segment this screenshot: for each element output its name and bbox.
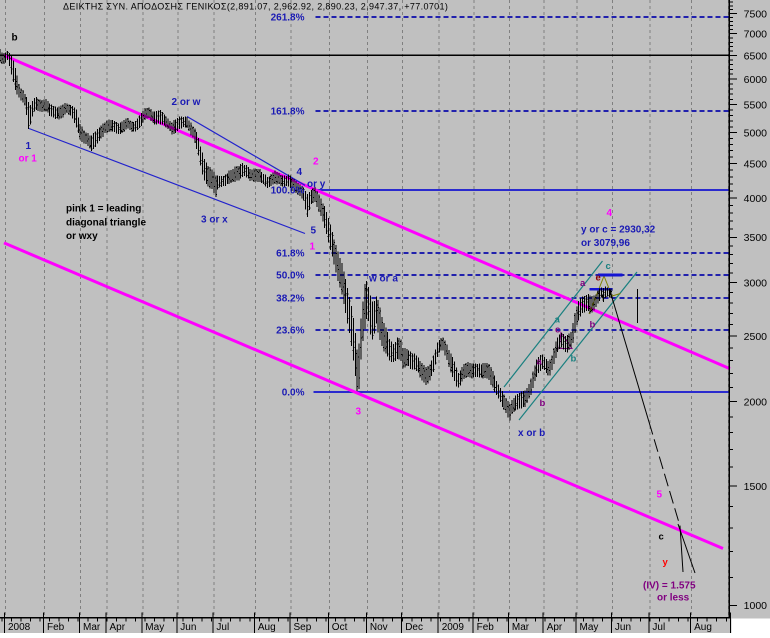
svg-text:2000: 2000 (744, 396, 768, 408)
svg-text:y: y (663, 557, 669, 568)
svg-text:2009: 2009 (442, 622, 465, 633)
svg-text:or less: or less (657, 593, 690, 604)
svg-text:6500: 6500 (744, 50, 768, 62)
svg-text:Jun: Jun (615, 622, 631, 633)
svg-text:Sep: Sep (294, 622, 312, 633)
svg-text:Apr: Apr (110, 622, 126, 633)
svg-text:5: 5 (311, 226, 317, 237)
svg-text:pink 1 = leading: pink 1 = leading (66, 204, 141, 215)
svg-text:4: 4 (607, 208, 613, 219)
svg-text:c: c (555, 325, 560, 336)
svg-text:2500: 2500 (744, 331, 768, 343)
svg-text:1: 1 (26, 141, 32, 152)
svg-text:61.8%: 61.8% (276, 249, 304, 260)
svg-text:Dec: Dec (405, 622, 423, 633)
svg-text:x or b: x or b (518, 428, 545, 439)
svg-text:Aug: Aug (694, 622, 712, 633)
svg-text:2: 2 (313, 157, 319, 168)
svg-text:4000: 4000 (744, 193, 768, 205)
svg-text:3500: 3500 (744, 232, 768, 244)
svg-text:4: 4 (297, 167, 303, 178)
svg-text:5000: 5000 (744, 127, 768, 139)
svg-text:38.2%: 38.2% (276, 294, 304, 305)
svg-text:23.6%: 23.6% (276, 326, 304, 337)
svg-text:b: b (540, 398, 546, 409)
svg-text:2008: 2008 (8, 622, 31, 633)
svg-text:3 or x: 3 or x (201, 215, 228, 226)
svg-text:4500: 4500 (744, 158, 768, 170)
svg-text:50.0%: 50.0% (276, 271, 304, 282)
svg-text:May: May (580, 622, 599, 633)
svg-text:diagonal triangle: diagonal triangle (66, 218, 146, 229)
svg-text:Mar: Mar (512, 622, 530, 633)
svg-text:a: a (580, 278, 586, 289)
svg-text:3000: 3000 (744, 277, 768, 289)
svg-text:5500: 5500 (744, 99, 768, 111)
svg-text:b: b (590, 320, 596, 331)
svg-text:or y: or y (307, 179, 326, 190)
svg-text:7500: 7500 (744, 8, 768, 20)
svg-text:100.0%: 100.0% (271, 186, 305, 197)
svg-text:y or c = 2930,32: y or c = 2930,32 (581, 225, 656, 236)
svg-text:or 1: or 1 (19, 154, 38, 165)
svg-text:7000: 7000 (744, 29, 768, 41)
svg-text:2 or w: 2 or w (172, 97, 201, 108)
svg-text:(IV) = 1.575: (IV) = 1.575 (643, 581, 696, 592)
svg-text:1500: 1500 (744, 481, 768, 493)
svg-text:Feb: Feb (47, 622, 65, 633)
svg-text:May: May (145, 622, 164, 633)
svg-text:Jun: Jun (180, 622, 196, 633)
svg-text:Jul: Jul (652, 622, 665, 633)
svg-text:0.0%: 0.0% (282, 388, 305, 399)
svg-text:Jul: Jul (216, 622, 229, 633)
svg-text:261.8%: 261.8% (271, 13, 305, 24)
svg-text:Apr: Apr (547, 622, 563, 633)
svg-text:c: c (606, 261, 611, 272)
svg-text:Oct: Oct (332, 622, 348, 633)
svg-text:1: 1 (310, 242, 316, 253)
svg-text:6000: 6000 (744, 74, 768, 86)
svg-text:ΔΕΙΚΤΗΣ ΣΥΝ. ΑΠΟΔΟΣΗΣ ΓΕΝΙΚΟΣ(: ΔΕΙΚΤΗΣ ΣΥΝ. ΑΠΟΔΟΣΗΣ ΓΕΝΙΚΟΣ(2,891.07, … (63, 2, 448, 12)
svg-text:1000: 1000 (744, 600, 768, 612)
svg-text:b: b (12, 33, 18, 44)
svg-text:161.8%: 161.8% (271, 107, 305, 118)
svg-text:5: 5 (657, 490, 663, 501)
svg-text:b: b (571, 354, 577, 365)
svg-text:a: a (537, 357, 543, 368)
svg-text:Nov: Nov (370, 622, 388, 633)
svg-text:or 3079,96: or 3079,96 (581, 238, 630, 249)
svg-text:c: c (659, 532, 664, 543)
svg-text:3: 3 (356, 407, 362, 418)
svg-text:e: e (596, 273, 601, 284)
svg-text:or wxy: or wxy (66, 231, 98, 242)
svg-text:Mar: Mar (83, 622, 101, 633)
svg-text:Feb: Feb (477, 622, 495, 633)
svg-text:w or a: w or a (368, 274, 398, 285)
svg-text:Aug: Aug (258, 622, 276, 633)
